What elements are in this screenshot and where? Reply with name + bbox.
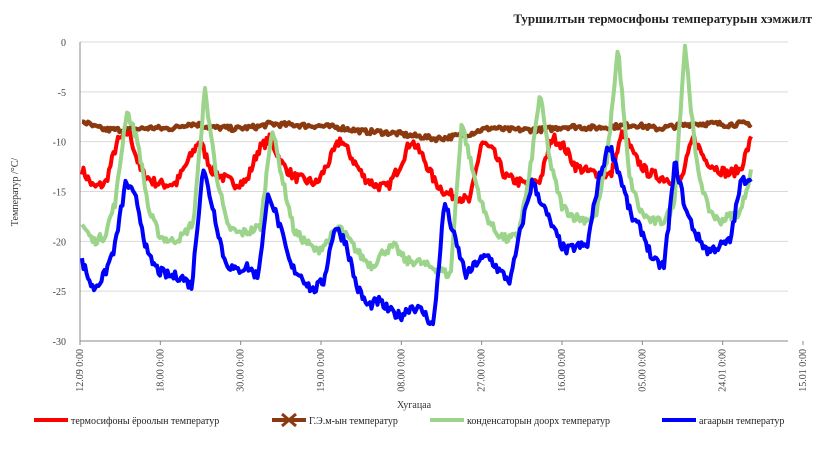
y-axis-title: Температур /°С/ xyxy=(10,158,21,227)
x-tick-label: 16.00 0:00 xyxy=(557,349,568,392)
x-tick-label: 08.00 0:00 xyxy=(396,349,407,392)
legend-label: конденсаторын доорх температур xyxy=(467,416,610,427)
y-tick-label: -30 xyxy=(53,337,66,348)
legend-label: термосифоны ёроолын температур xyxy=(71,416,219,427)
series-line xyxy=(80,43,753,280)
y-tick-label: -5 xyxy=(58,88,66,99)
legend-label: Г.Э.м-ын температур xyxy=(309,416,398,427)
x-tick-label: 05.00 0:00 xyxy=(637,349,648,392)
series-line xyxy=(81,119,753,144)
x-tick-label: 24.01 0:00 xyxy=(718,349,729,392)
x-tick-label: 12.09 0:00 xyxy=(75,349,86,392)
legend-label: агаарын температур xyxy=(699,416,784,427)
legend-marker xyxy=(281,412,297,428)
y-tick-label: -25 xyxy=(53,287,66,298)
y-axis-ticks: 0 -5 -10 -15 -20 -25 -30 xyxy=(53,38,66,348)
series-line xyxy=(80,128,753,204)
x-tick-label: 15.01 0:00 xyxy=(798,349,809,392)
series-line xyxy=(80,144,753,327)
y-tick-label: 0 xyxy=(61,38,66,49)
x-tick-label: 30.00 0:00 xyxy=(236,349,247,392)
x-tick-label: 19.00 0:00 xyxy=(316,349,327,392)
x-tick-label: 18.00 0:00 xyxy=(155,349,166,392)
x-tick-label: 27.00 0:00 xyxy=(477,349,488,392)
y-tick-label: -15 xyxy=(53,188,66,199)
x-axis-title: Хугацаа xyxy=(397,400,432,411)
chart-title: Туршилтын термосифоны температурын хэмжи… xyxy=(513,11,812,26)
y-tick-label: -10 xyxy=(53,138,66,149)
series-lines xyxy=(80,43,753,327)
legend: термосифоны ёроолын температур Г.Э.м-ын т… xyxy=(34,412,784,428)
x-axis-ticks: 12.09 0:00 18.00 0:00 30.00 0:00 19.00 0:00… xyxy=(75,341,809,392)
y-tick-label: -20 xyxy=(53,237,66,248)
